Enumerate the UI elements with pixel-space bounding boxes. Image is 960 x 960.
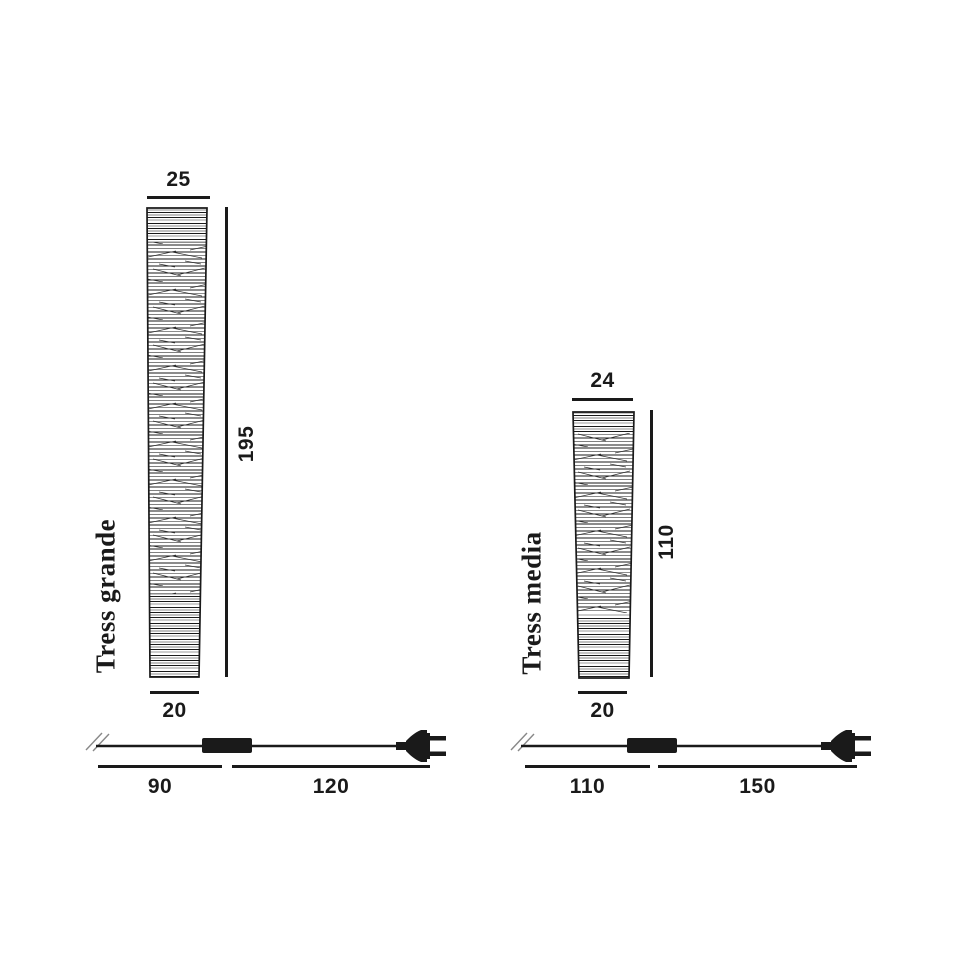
cable-segment2-dim-line [658,765,857,768]
cable-segment2-dim-line [232,765,430,768]
base-width-label: 20 [590,699,615,722]
base-width-dim-line [578,691,627,694]
product-name-label: Tress media [516,531,547,675]
power-plug-icon [821,730,871,762]
top-width-dim-line [147,196,210,199]
power-cable-drawing [510,730,871,762]
lamp-shade-weave-texture [147,208,207,677]
lamp-shade-outline [572,411,635,679]
cable-switch-icon [627,738,677,753]
product-name-label: Tress grande [90,518,121,674]
height-dim-line [225,207,228,677]
lamp-shade-drawing [572,411,635,679]
cable-segment2-label: 150 [739,775,776,798]
base-width-label: 20 [162,699,187,722]
top-width-label: 24 [590,369,615,392]
lamp-shade-weave-texture [573,412,634,678]
cable-segment1-dim-line [525,765,650,768]
cable-break-icon [85,732,110,752]
height-label: 195 [235,425,258,463]
lamp-shade-drawing [146,207,208,678]
height-dim-line [650,410,653,677]
power-cable-drawing [85,730,446,762]
cable-segment1-label: 110 [569,775,606,798]
lamp-shade-outline [146,207,208,678]
cable-segment2-label: 120 [312,775,350,798]
height-label: 110 [655,524,678,560]
top-width-label: 25 [166,168,191,191]
top-width-dim-line [572,398,633,401]
power-plug-icon [396,730,446,762]
cable-segment1-dim-line [98,765,222,768]
cable-switch-icon [202,738,252,753]
cable-break-icon [510,732,535,752]
base-width-dim-line [150,691,199,694]
cable-segment1-label: 90 [147,775,173,798]
